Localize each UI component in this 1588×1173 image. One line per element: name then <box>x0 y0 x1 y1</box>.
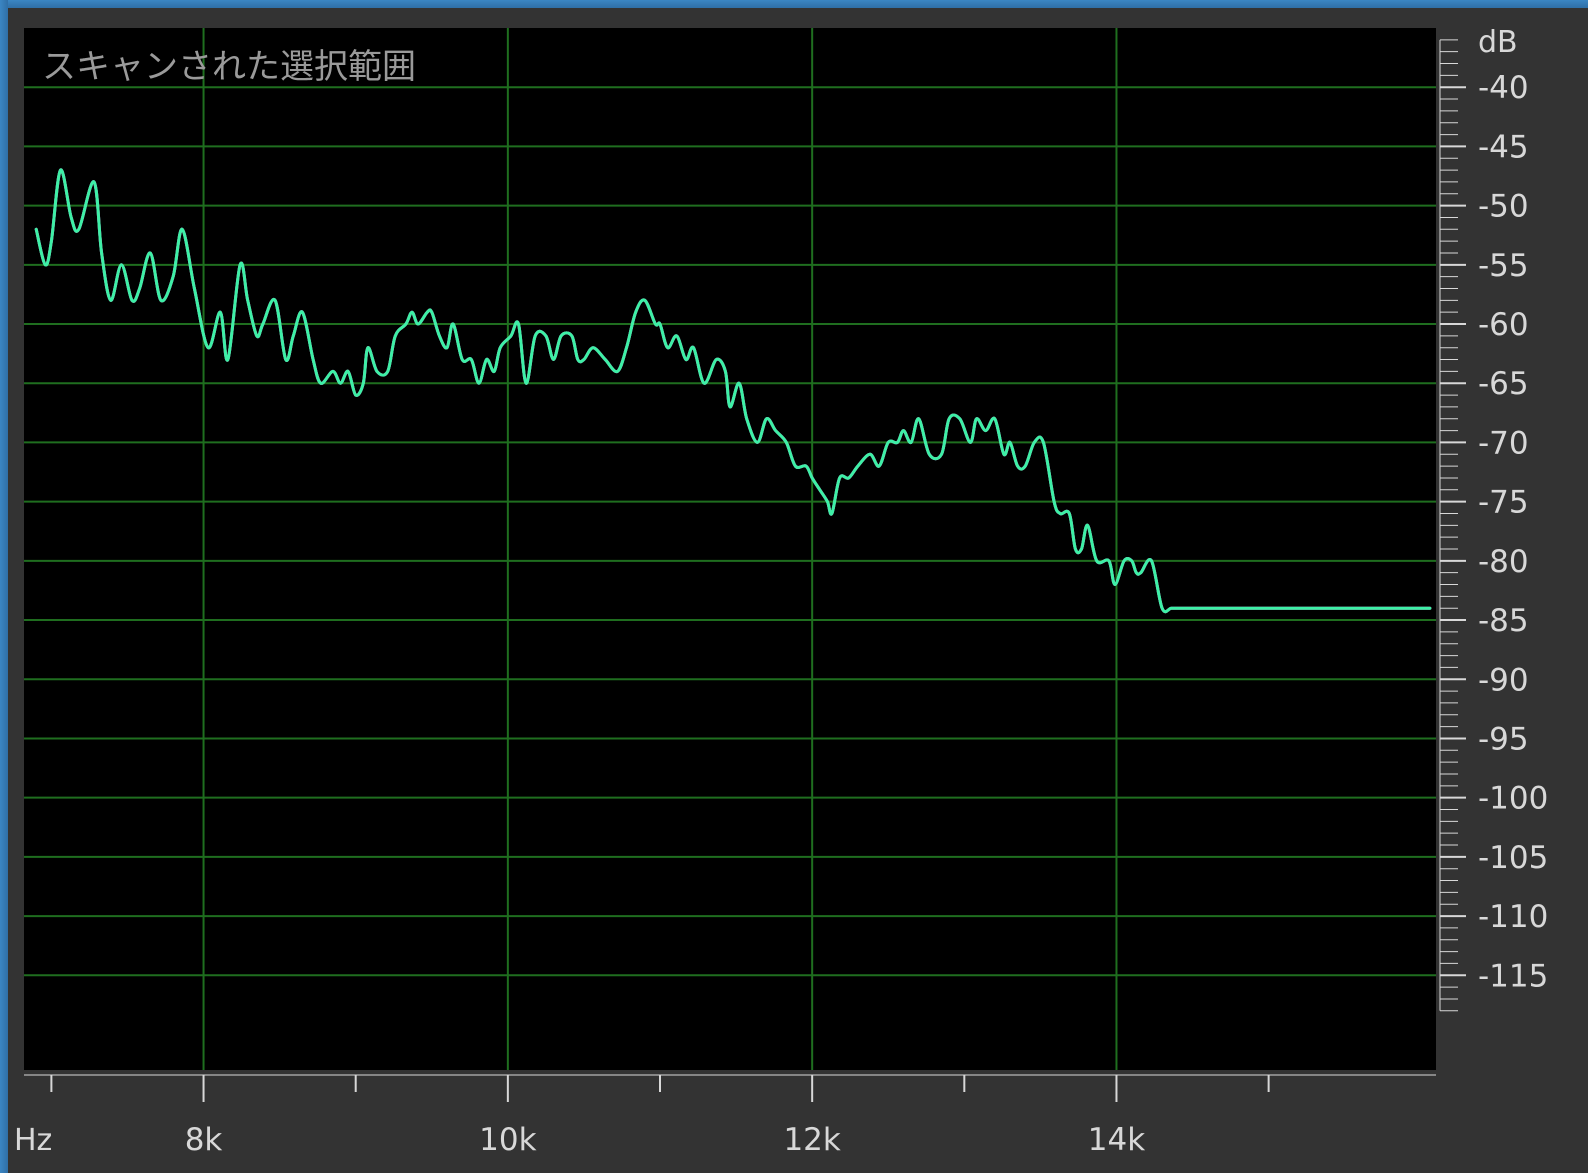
y-tick-label: -70 <box>1478 425 1529 461</box>
y-tick-label: -110 <box>1478 899 1548 935</box>
y-tick-label: -55 <box>1478 248 1529 284</box>
y-tick-label: -100 <box>1478 781 1548 817</box>
y-tick-label: -75 <box>1478 485 1529 521</box>
grid-lines <box>24 28 1436 1070</box>
y-tick-label: -65 <box>1478 366 1529 402</box>
y-tick-label: -80 <box>1478 544 1529 580</box>
y-axis: -40 -45 -50 -55 -60 -65 -70 -75 -80 -85 -90 -95 -100… <box>1439 39 1548 1012</box>
y-tick-label: -85 <box>1478 603 1529 639</box>
x-tick-label: 14k <box>1088 1122 1145 1158</box>
y-tick-label: -95 <box>1478 721 1529 757</box>
y-tick-label: -60 <box>1478 307 1529 343</box>
x-axis: 8k 10k 12k 14k <box>24 1074 1436 1158</box>
chart-title: スキャンされた選択範囲 <box>42 47 416 87</box>
x-axis-unit-label: Hz <box>14 1123 52 1158</box>
series-line-3 <box>34 168 1432 614</box>
x-tick-label: 10k <box>479 1122 536 1158</box>
spectrum-series <box>34 168 1432 614</box>
window-frame-top <box>0 0 1588 8</box>
y-tick-label: -105 <box>1478 840 1548 876</box>
y-tick-label: -50 <box>1478 189 1529 225</box>
y-tick-label: -115 <box>1478 958 1548 994</box>
y-tick-label: -45 <box>1478 129 1529 165</box>
plot-background <box>24 28 1436 1070</box>
x-tick-label: 12k <box>783 1122 840 1158</box>
y-tick-label: -90 <box>1478 662 1529 698</box>
y-tick-label: -40 <box>1478 70 1529 106</box>
y-axis-unit-label: dB <box>1478 25 1518 60</box>
window-frame-left <box>0 0 8 1173</box>
x-tick-label: 8k <box>185 1122 223 1158</box>
